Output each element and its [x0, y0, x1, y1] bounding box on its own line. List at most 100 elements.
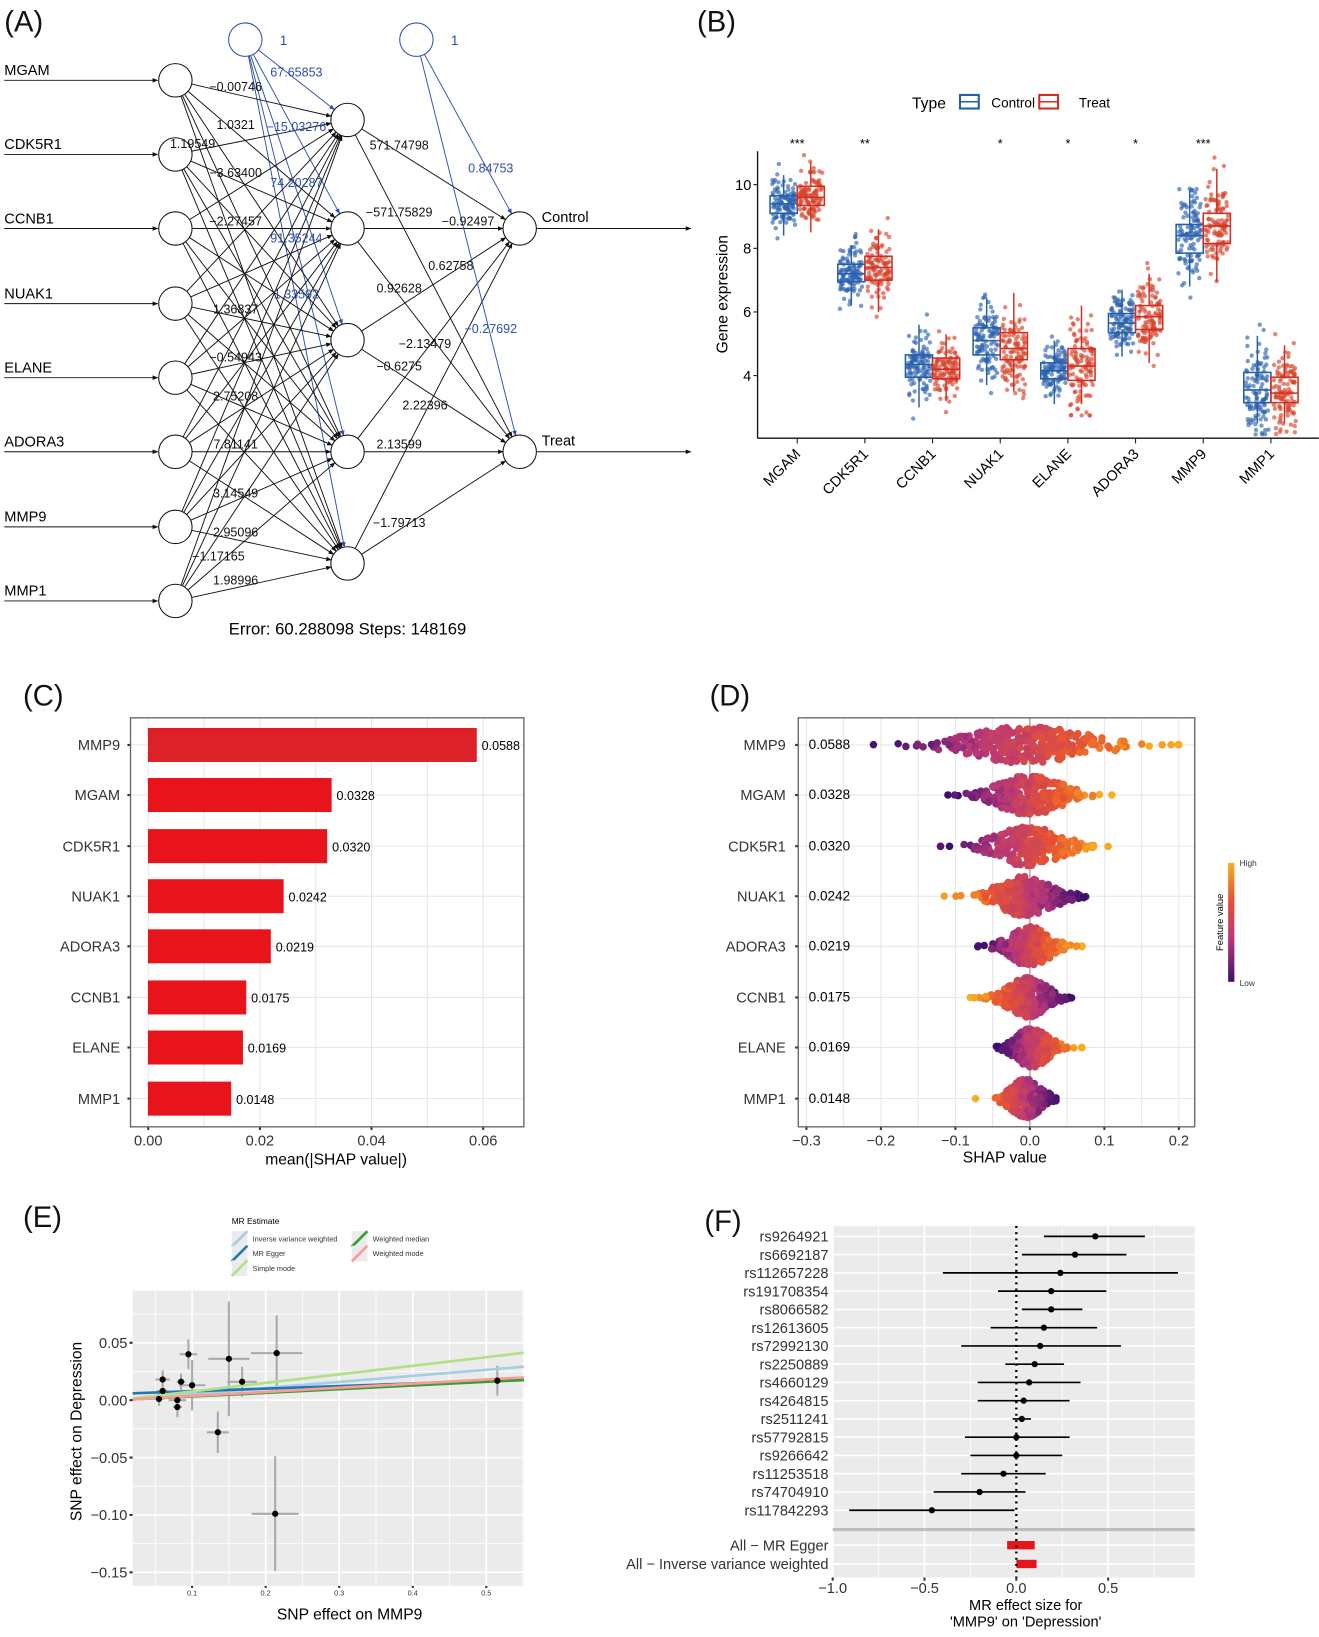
data-point [1183, 238, 1189, 244]
data-point [1209, 192, 1214, 197]
data-point [1260, 382, 1265, 387]
shap-point [974, 846, 982, 854]
data-point [1143, 339, 1149, 344]
shap-point [1025, 926, 1033, 934]
data-point [938, 396, 943, 401]
data-point [1246, 419, 1251, 425]
category-label: NUAK1 [71, 889, 120, 905]
shap-point [1032, 783, 1040, 792]
data-point [933, 364, 938, 369]
shap-point [913, 740, 922, 748]
shap-point [1022, 744, 1031, 753]
data-point [819, 186, 825, 191]
category-label: ELANE [72, 1041, 120, 1057]
shap-point [1018, 826, 1027, 834]
data-point [839, 286, 845, 291]
data-point [840, 267, 846, 272]
data-point [1263, 351, 1268, 356]
shap-point [968, 793, 977, 802]
shap-point [1031, 732, 1040, 741]
shap-point [1038, 758, 1047, 766]
data-point [925, 350, 931, 356]
x-axis-label-line2: 'MMP9' on 'Depression' [950, 1615, 1102, 1631]
data-point [1062, 371, 1067, 377]
data-point [859, 284, 865, 289]
shap-point [1026, 859, 1035, 867]
shap-point [1037, 1007, 1046, 1015]
data-point [1068, 413, 1074, 418]
panel-label-e: (E) [23, 1202, 62, 1234]
data-point [913, 340, 919, 345]
data-point [1136, 349, 1141, 355]
shap-point [1002, 1102, 1011, 1111]
data-point [1084, 374, 1089, 380]
snp-label: rs72992130 [751, 1339, 828, 1355]
shap-point [1015, 959, 1024, 967]
shap-point [989, 898, 997, 906]
shap-point [984, 790, 992, 799]
feature-label: MMP1 [744, 1092, 786, 1108]
input-hidden-edge [190, 234, 333, 298]
data-point [1021, 351, 1027, 357]
data-point [1130, 341, 1136, 346]
data-point [1245, 335, 1250, 340]
hidden-node [330, 434, 365, 469]
input-hidden-edge [185, 241, 338, 439]
data-point [1264, 347, 1269, 352]
shap-point [1026, 878, 1035, 886]
data-point [1225, 245, 1230, 250]
data-point [858, 303, 864, 308]
data-point [941, 372, 947, 377]
data-point [854, 249, 859, 254]
data-point [1287, 364, 1293, 369]
data-point [947, 362, 953, 367]
data-point [1016, 342, 1021, 347]
data-point [1291, 410, 1296, 415]
weight-label: −2.27457 [209, 214, 262, 228]
shap-point [1023, 1037, 1032, 1046]
input-hidden-edge [189, 237, 335, 332]
shap-point [1026, 909, 1035, 918]
shap-point [1002, 742, 1010, 751]
shap-point [1040, 825, 1049, 834]
data-point [1280, 355, 1285, 361]
shap-point [1046, 801, 1054, 810]
data-point [1009, 349, 1015, 355]
shap-point [1050, 1042, 1058, 1050]
data-point [1004, 378, 1010, 383]
x-tick-label: MGAM [761, 446, 804, 489]
shap-point [1038, 1029, 1046, 1037]
data-point [1009, 364, 1014, 369]
shap-point [979, 743, 988, 752]
effect-point [1071, 1251, 1079, 1258]
data-point [1197, 275, 1202, 281]
shap-point [1008, 729, 1016, 737]
shap-point [1021, 931, 1029, 940]
data-point [841, 256, 846, 262]
bias-hidden-edge [252, 54, 341, 215]
data-point [874, 272, 879, 277]
data-point [952, 350, 958, 356]
effect-point [928, 1507, 935, 1514]
shap-point [1038, 896, 1047, 905]
data-point [988, 304, 994, 310]
data-point [1291, 379, 1297, 384]
data-point [1088, 313, 1094, 318]
shap-point [1073, 942, 1081, 950]
input-label: ELANE [4, 360, 52, 376]
data-point [1068, 366, 1073, 371]
data-point [987, 334, 993, 339]
data-point [1262, 410, 1267, 415]
x-tick-label: 0.02 [246, 1134, 274, 1150]
shap-point [1047, 943, 1056, 951]
data-point [990, 314, 996, 320]
x-tick-label: 0.5 [481, 1588, 491, 1597]
effect-point [1040, 1324, 1047, 1331]
weight-label: −0.92497 [442, 214, 495, 228]
data-point [790, 186, 796, 191]
data-point [852, 235, 858, 240]
data-point [1189, 188, 1195, 193]
data-point [1045, 344, 1050, 350]
data-point [1075, 396, 1080, 401]
data-point [1264, 362, 1269, 367]
